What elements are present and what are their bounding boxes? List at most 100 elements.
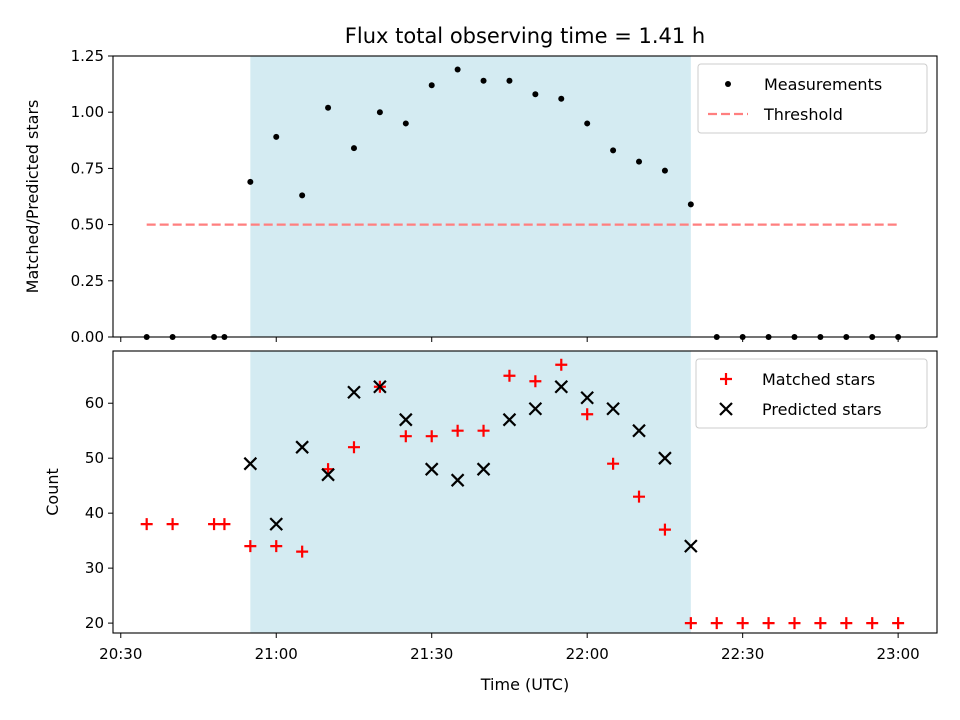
ratio-panel: 0.00 0.25 0.50 0.75 1.00 1.25 Matched/Predicte… [23,47,938,346]
matched-star-point [814,617,827,630]
predicted-star-point [321,467,335,482]
predicted-star-point [450,473,465,487]
measurement-point [325,104,332,111]
axes-frame [112,55,938,338]
matched-star-point [218,518,231,531]
x-tick-label: 21:30 [410,645,453,663]
measurement-point [454,66,461,73]
matched-star-point [555,358,568,371]
predicted-star-point [295,440,309,454]
matched-star-point [762,617,775,630]
x-tick-label: 20:30 [99,645,142,663]
x-axis-label: Time (UTC) [480,675,569,694]
x-tick-label: 22:30 [721,645,764,663]
observing-window-span [250,351,691,633]
measurement-point [584,120,591,127]
matched-star-point [581,408,594,421]
y-tick-label: 1.25 [71,47,104,65]
matched-star-point [736,617,749,630]
measurement-point [480,77,487,84]
matched-star-point [529,375,542,388]
matched-star-point [399,430,412,443]
y-tick-label: 1.00 [71,103,104,121]
measurement-point [558,95,565,102]
measurement-point [247,178,254,185]
legend-box [697,63,928,134]
predicted-star-point [606,401,620,416]
x-tick-label: 23:00 [877,645,920,663]
legend-label: Predicted stars [762,400,882,419]
matched-star-point [140,518,153,531]
x-tick-label: 22:00 [566,645,609,663]
legend: Matched stars Predicted stars [695,358,928,429]
measurement-point [636,158,643,165]
predicted-star-point [373,379,387,394]
x-tick-label: 21:00 [255,645,298,663]
count-panel: 20 30 40 50 60 20:30 21:00 21:30 22:00 22:30 23:00… [43,350,938,663]
measurement-point [661,167,668,174]
y-tick-label: 0.00 [71,328,104,346]
measurement-point [376,109,383,116]
matched-star-point [451,424,464,437]
matched-star-point [347,441,360,454]
y-tick-label: 20 [85,614,104,632]
matched-star-point [477,424,490,437]
y-tick-label: 50 [85,449,104,467]
legend-marker-dot [725,81,731,87]
matched-star-point [710,617,723,630]
predicted-star-point [632,423,646,438]
matched-star-point [607,457,620,470]
observing-window-span [250,56,691,337]
matched-star-point [425,430,438,443]
measurement-point [610,147,617,154]
legend-label: Threshold [763,105,843,124]
matched-star-point [788,617,801,630]
matched-star-point [892,617,905,630]
predicted-star-point [399,412,413,427]
measurement-point [428,82,435,89]
matched-star-point [166,518,179,531]
matched-star-point [270,540,283,553]
series-predicted-stars [243,379,698,553]
matched-star-point [658,523,671,536]
y-tick-label: 30 [85,559,104,577]
measurement-point [532,91,539,98]
chart-title: Flux total observing time = 1.41 h [345,24,705,48]
predicted-star-point [476,462,491,476]
matched-star-point [208,518,221,531]
predicted-star-point [347,385,361,400]
legend-marker-plus [720,373,732,385]
y-tick-label: 60 [85,394,104,412]
y-axis-label: Count [43,468,62,516]
predicted-star-point [580,390,594,405]
predicted-star-point [658,451,672,465]
measurement-point [687,201,694,208]
matched-star-point [684,617,697,630]
measurement-point [350,145,357,152]
y-tick-label: 0.50 [71,216,104,234]
predicted-star-point [554,379,569,394]
matched-star-point [866,617,879,630]
measurement-point [273,133,280,140]
series-matched-stars [140,358,905,630]
predicted-star-point [684,539,698,553]
predicted-star-point [424,462,439,476]
legend-marker-x [719,402,733,416]
legend-label: Matched stars [762,370,875,389]
y-tick-label: 40 [85,504,104,522]
predicted-star-point [502,412,517,427]
y-tick-label: 0.75 [71,159,104,177]
legend-box [695,358,928,429]
y-tick-label: 0.25 [71,272,104,290]
matched-star-point [840,617,853,630]
matched-star-point [244,540,257,553]
matched-star-point [296,545,309,558]
legend-label: Measurements [764,75,882,94]
predicted-star-point [528,401,543,416]
measurement-point [506,77,513,84]
measurement-point [299,192,306,199]
axes-frame [112,350,938,634]
legend: Measurements Threshold [697,63,928,134]
predicted-star-point [269,517,284,531]
